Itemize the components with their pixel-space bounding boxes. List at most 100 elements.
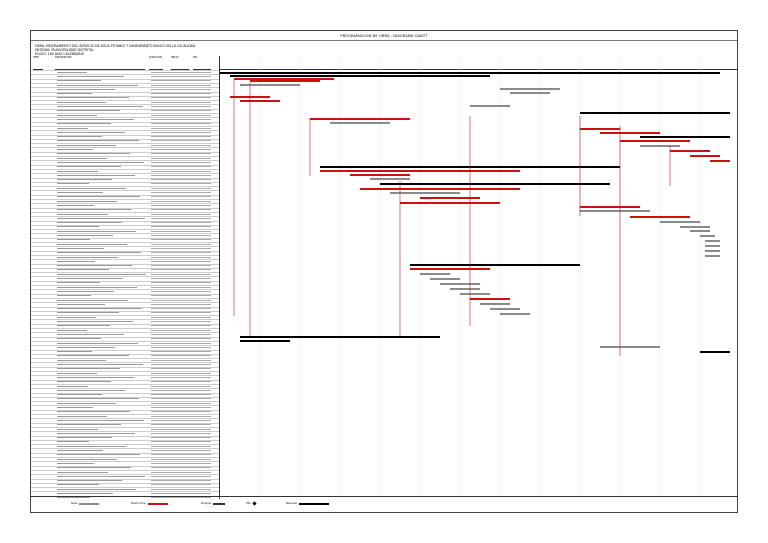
row-numbers-placeholder [151,286,211,288]
row-text-placeholder [57,295,91,296]
row-text-placeholder [57,424,121,425]
gantt-bar [670,150,710,152]
project-line-2: ENTIDAD: MUNICIPALIDAD DISTRITAL [35,48,94,53]
table-row [31,160,219,162]
row-numbers-placeholder [151,290,211,292]
table-row [31,366,219,368]
row-text-placeholder [57,493,113,494]
row-text-placeholder [57,183,89,185]
table-row [31,319,219,321]
table-row [31,263,219,265]
table-row [31,340,219,342]
row-text-placeholder [57,458,117,460]
row-text-placeholder [57,308,142,309]
row-text-placeholder [57,222,122,223]
row-numbers-placeholder [151,488,211,490]
row-text-placeholder [57,144,116,146]
row-text-placeholder [57,217,145,219]
table-row [31,448,219,450]
gantt-bar [240,84,300,86]
row-numbers-placeholder [151,136,211,137]
table-row [31,465,219,467]
row-numbers-placeholder [151,230,211,232]
row-numbers-placeholder [151,209,211,210]
row-text-placeholder [57,321,133,322]
table-row [31,375,219,377]
row-numbers-placeholder [151,424,211,425]
legend-progress-swatch [213,502,226,505]
table-row [31,108,219,110]
row-numbers-placeholder [151,256,211,258]
gantt-bar [460,293,490,295]
row-numbers-placeholder [151,239,211,241]
table-row [31,220,219,222]
row-text-placeholder [57,385,88,387]
table-row [31,181,219,183]
row-text-placeholder [57,389,125,391]
row-numbers-placeholder [151,475,211,477]
row-text-placeholder [57,136,102,137]
gantt-bar [660,221,700,223]
table-row [31,293,219,295]
gantt-bar [705,255,720,257]
row-numbers-placeholder [151,497,211,499]
table-row [31,439,219,441]
table-row [31,353,219,355]
row-numbers-placeholder [151,308,211,309]
row-text-placeholder [57,303,105,305]
legend-critical-swatch [147,502,168,505]
row-numbers-placeholder [151,157,211,159]
row-text-placeholder [57,286,137,288]
table-row [31,457,219,458]
row-text-placeholder [57,364,143,365]
gantt-document: PROGRAMACION DE OBRA - DIAGRAMA GANTT OB… [30,30,738,513]
table-row [31,95,219,97]
table-row [31,233,219,235]
row-text-placeholder [57,84,138,86]
row-numbers-placeholder [151,450,211,451]
table-row [31,461,219,463]
table-row [31,130,219,132]
row-numbers-placeholder [151,321,211,322]
row-numbers-placeholder [151,299,211,301]
gantt-chart [220,56,738,499]
row-numbers-placeholder [151,170,211,172]
gantt-bar [330,122,390,124]
table-row [31,358,219,360]
row-numbers-placeholder [151,106,211,107]
table-row [31,246,219,248]
row-text-placeholder [57,359,106,361]
table-row [31,186,219,188]
row-text-placeholder [57,316,96,318]
table-row [31,444,219,446]
row-numbers-placeholder [151,278,211,279]
row-numbers-placeholder [151,364,211,365]
row-text-placeholder [57,269,109,271]
row-text-placeholder [57,407,93,408]
row-numbers-placeholder [151,325,211,327]
row-numbers-placeholder [151,419,211,421]
legend: Tarea Tarea critica Progreso Hito Resume… [31,496,737,512]
table-row [31,435,219,437]
gantt-bar [410,268,490,270]
row-numbers-placeholder [151,75,211,77]
row-text-placeholder [57,441,89,443]
table-row [31,104,219,106]
row-text-placeholder [57,346,115,348]
row-text-placeholder [57,372,97,374]
row-text-placeholder [57,196,140,198]
row-text-placeholder [57,106,143,107]
gantt-bar [240,340,290,342]
row-numbers-placeholder [151,166,211,167]
row-text-placeholder [57,419,144,421]
row-text-placeholder [57,127,88,129]
gantt-bar [320,170,520,172]
row-numbers-placeholder [151,381,211,382]
gantt-bar [440,283,480,285]
row-numbers-placeholder [151,471,211,473]
gantt-bar [700,235,715,237]
table-row [31,211,219,213]
project-info: OBRA: MEJORAMIENTO DEL SERVICIO DE AGUA … [35,44,535,57]
row-text-placeholder [57,415,107,417]
row-numbers-placeholder [151,183,211,185]
